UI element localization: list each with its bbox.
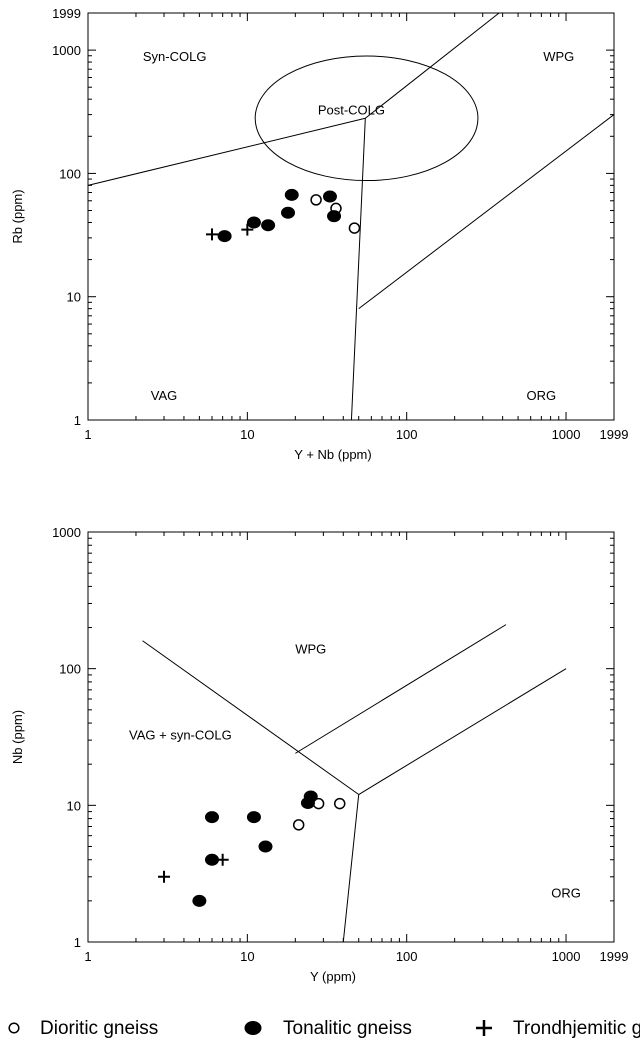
plot2-point-tonalitic [303,790,318,803]
legend-marker-open-circle [8,1022,20,1034]
plot1-x-axis-label: Y + Nb (ppm) [294,447,371,462]
plot1-y-axis-label: Rb (ppm) [10,189,25,243]
legend-label-tonalitic: Tonalitic gneiss [283,1018,412,1039]
plot1-x-tick-label: 100 [396,427,418,442]
plot2-y-tick-label: 100 [59,662,81,677]
plot1-x-tick-label: 1 [84,427,91,442]
plot1-y-tick-label: 1 [74,413,81,428]
plot1-point-tonalitic [217,230,232,243]
plot2-x-tick-label: 1999 [600,949,629,964]
plot2-point-tonalitic [204,811,219,824]
plot1-field-label: VAG [151,388,178,403]
plot1-point-tonalitic [281,206,296,219]
plot2-x-tick-label: 100 [396,949,418,964]
plot2-frame [87,531,615,943]
plot1-boundary-line [350,118,366,421]
plot1-y-tick-label: 100 [59,166,81,181]
plot2-boundary-line [142,640,360,795]
legend-item-dioritic: Dioritic gneiss [8,1018,158,1039]
plot2-field-label: ORG [551,886,581,901]
plot1-point-tonalitic [284,188,299,201]
plot1-point-tonalitic [322,190,337,203]
plot1-boundary-line [358,114,615,310]
plot1-x-tick-label: 10 [240,427,254,442]
plot1-point-dioritic [348,222,361,234]
legend: Dioritic gneiss Tonalitic gneiss Trondhj… [8,1018,640,1039]
plot1-field-label: WPG [543,49,574,64]
plot1-boundary-line [365,12,500,119]
plot1-point-tonalitic [261,219,276,232]
plot2-y-axis-label: Nb (ppm) [10,710,25,764]
legend-label-trondhjemitic: Trondhjemitic gneiss [513,1018,640,1039]
plot2-point-tonalitic [192,894,207,907]
plot2-y-tick-label: 1 [74,935,81,950]
legend-item-tonalitic: Tonalitic gneiss [244,1018,412,1039]
rb-vs-y-nb-plot: 1 10 100 1000 1999 1 10 100 1000 1999 Y + Nb (ppm)… [10,6,628,462]
plot1-field-label: ORG [527,388,557,403]
plot1-field-label: Post-COLG [318,102,385,117]
plot1-post-colg-ellipse [254,55,479,182]
plot2-ticks [87,531,615,943]
plot1-point-dioritic [310,194,322,206]
plot1-x-tick-label: 1000 [552,427,581,442]
plot1-point-tonalitic [327,210,342,223]
plot1-field-label: Syn-COLG [143,49,207,64]
plot2-y-tick-label: 1000 [52,525,81,540]
plot2-y-tick-label: 10 [67,798,81,813]
plot2-x-tick-label: 10 [240,949,254,964]
plot2-x-axis-label: Y (ppm) [310,969,356,984]
legend-marker-filled-circle [244,1021,262,1035]
plot2-point-tonalitic [246,811,261,824]
plot1-point-trondhjemitic [205,228,218,241]
plot2-x-tick-label: 1000 [552,949,581,964]
plot2-x-tick-label: 1 [84,949,91,964]
plot2-boundary-line [295,624,507,754]
plot2-point-tonalitic [258,840,273,853]
plot2-point-trondhjemitic [216,853,229,866]
legend-label-dioritic: Dioritic gneiss [40,1018,158,1039]
plot1-ticks [87,12,615,421]
plot2-point-dioritic [292,819,305,831]
plot2-field-label: VAG + syn-COLG [129,727,232,742]
plot2-point-trondhjemitic [158,870,171,883]
legend-marker-plus [476,1020,492,1036]
plot2-boundary-line [342,794,360,943]
plot2-field-label: WPG [295,642,326,657]
plot1-y-tick-label: 1999 [52,6,81,21]
plot1-point-tonalitic [246,216,261,229]
plot1-point-trondhjemitic [241,223,254,236]
plot2-point-dioritic [333,797,346,810]
nb-vs-y-plot: 1 10 100 1000 1999 1 10 100 1000 Y (ppm) Nb (ppm) W… [10,525,628,984]
plot2-point-tonalitic [204,853,219,866]
plot2-boundary-line [358,668,567,795]
plot1-y-tick-label: 1000 [52,43,81,58]
plot1-frame [87,12,615,421]
legend-item-trondhjemitic: Trondhjemitic gneiss [476,1018,640,1039]
plot1-boundary-line [87,117,366,186]
plot1-x-tick-label: 1999 [600,427,629,442]
plot1-y-tick-label: 10 [67,290,81,305]
